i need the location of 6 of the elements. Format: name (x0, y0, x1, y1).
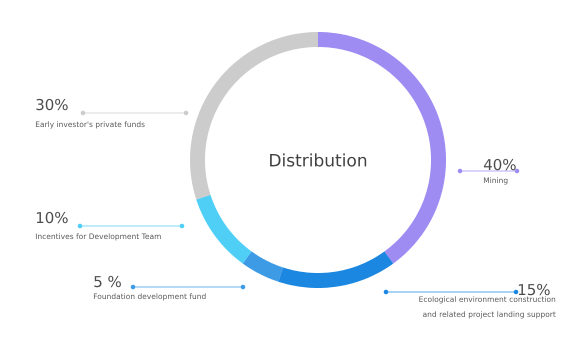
data-label: 40% (484, 158, 516, 170)
text: Distribution (270, 153, 366, 167)
data-label: 10% (36, 212, 68, 224)
data-label: 30% (36, 98, 68, 110)
data-label: 15% (518, 284, 550, 296)
data-label: 5 % (94, 276, 121, 288)
